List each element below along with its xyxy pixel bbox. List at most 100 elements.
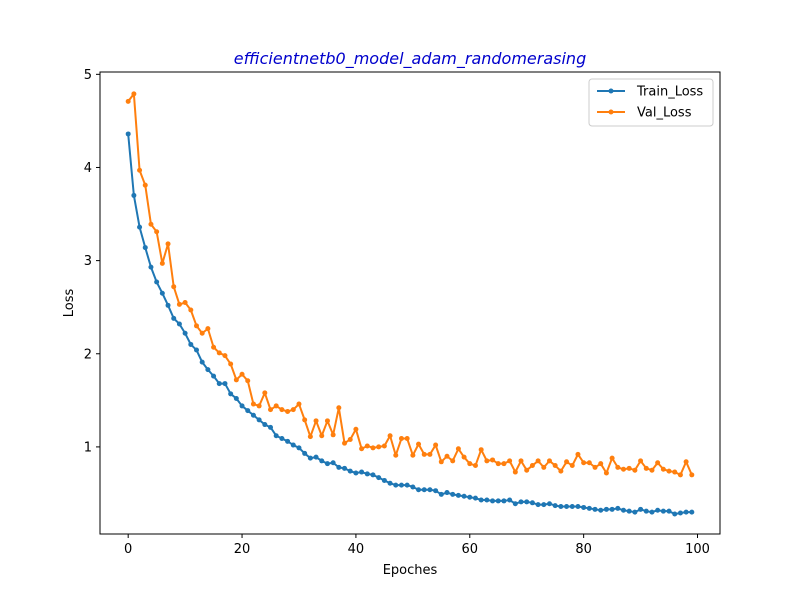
- train-loss-point: [609, 506, 615, 512]
- val-loss-point: [330, 432, 336, 438]
- train-loss-legend-marker: [608, 88, 614, 94]
- y-tick-label: 5: [84, 68, 92, 83]
- val-loss-point: [535, 458, 541, 464]
- train-loss-point: [467, 494, 473, 500]
- val-loss-point: [632, 467, 638, 473]
- train-loss-point: [643, 508, 649, 514]
- val-loss-point: [182, 300, 188, 306]
- train-loss-point: [592, 506, 598, 512]
- x-tick-label: 80: [575, 542, 592, 557]
- val-loss-point: [433, 442, 439, 448]
- val-loss-point: [273, 403, 279, 409]
- val-loss-point: [649, 467, 655, 473]
- val-loss-point: [336, 405, 342, 411]
- train-loss-point: [279, 436, 285, 442]
- train-loss-point: [638, 506, 644, 512]
- val-loss-point: [194, 323, 199, 329]
- val-loss-point: [655, 460, 661, 466]
- y-tick-label: 1: [84, 440, 92, 455]
- val-loss-point: [137, 167, 143, 173]
- train-loss-point: [376, 475, 382, 481]
- val-loss-point: [199, 330, 205, 336]
- val-loss-point: [615, 464, 621, 470]
- x-axis-label: Epoches: [383, 563, 438, 578]
- train-loss-point: [239, 403, 245, 409]
- train-loss-point: [455, 492, 461, 498]
- train-loss-point: [598, 507, 604, 513]
- train-loss-point: [677, 510, 683, 516]
- train-loss-point: [581, 504, 587, 510]
- train-loss-point: [176, 321, 182, 327]
- train-loss-point: [660, 508, 666, 514]
- val-loss-point: [660, 466, 666, 472]
- train-loss-point: [273, 433, 279, 439]
- train-loss-point: [655, 507, 661, 513]
- legend: Train_Loss Val_Loss: [588, 78, 714, 127]
- train-loss-point: [410, 484, 416, 490]
- train-loss-point: [313, 454, 319, 460]
- val-loss-point: [398, 436, 404, 442]
- y-axis-ticks: 1 2 3 4 5: [84, 68, 100, 455]
- val-loss-point: [472, 463, 478, 469]
- val-loss-point: [546, 458, 552, 464]
- val-loss-point: [176, 301, 182, 307]
- val-loss-point: [188, 307, 194, 313]
- train-loss-point: [621, 507, 626, 513]
- train-loss-point: [512, 501, 518, 507]
- val-loss-point: [250, 401, 256, 407]
- train-loss-point: [524, 499, 530, 505]
- val-loss-point: [319, 433, 325, 439]
- train-loss-point: [233, 395, 239, 401]
- val-loss-point: [438, 459, 444, 465]
- train-loss-series-line: [127, 133, 692, 515]
- val-loss-point: [518, 458, 524, 464]
- val-loss-point: [592, 464, 598, 470]
- train-loss-point: [159, 290, 165, 296]
- train-loss-point: [683, 509, 689, 515]
- train-loss-point: [131, 192, 137, 198]
- train-loss-point: [359, 469, 365, 475]
- plot-frame: [99, 71, 721, 535]
- y-tick-label: 4: [84, 161, 92, 176]
- val-loss-point: [490, 457, 496, 463]
- train-loss-point: [472, 495, 478, 501]
- val-loss-point: [501, 461, 507, 467]
- train-loss-point: [245, 408, 251, 414]
- val-loss-point: [575, 451, 581, 457]
- val-loss-point: [484, 458, 490, 464]
- val-loss-point: [410, 452, 416, 458]
- x-tick-label: 20: [234, 542, 251, 557]
- train-loss-point: [518, 499, 524, 505]
- train-loss-point: [564, 504, 570, 510]
- val-loss-legend-marker: [608, 109, 614, 115]
- val-loss-point: [478, 447, 484, 453]
- train-loss-point: [319, 458, 325, 464]
- val-loss-point: [643, 465, 649, 471]
- train-loss-point: [421, 487, 427, 493]
- val-loss-point: [444, 453, 450, 459]
- train-loss-point: [427, 487, 433, 493]
- train-loss-point: [262, 422, 268, 428]
- val-loss-point: [598, 461, 604, 467]
- train-loss-point: [268, 424, 274, 430]
- train-loss-point: [450, 491, 456, 497]
- val-loss-point: [512, 469, 518, 475]
- val-loss-point: [626, 465, 632, 471]
- train-loss-point: [393, 482, 399, 488]
- val-loss-point: [381, 443, 387, 449]
- y-axis-label: Loss: [62, 289, 77, 318]
- val-loss-point: [455, 446, 461, 452]
- y-tick-label: 3: [84, 254, 92, 269]
- val-loss-point: [216, 350, 222, 356]
- val-loss-point: [677, 472, 683, 478]
- train-loss-point: [285, 438, 291, 444]
- val-loss-point: [507, 458, 513, 464]
- val-loss-point: [324, 418, 330, 424]
- val-loss-point: [205, 326, 211, 332]
- val-loss-point: [222, 353, 228, 359]
- train-loss-point: [296, 445, 302, 451]
- train-loss-point: [330, 460, 336, 466]
- val-loss-point: [171, 284, 177, 290]
- val-loss-point: [621, 466, 626, 472]
- train-loss-point: [182, 330, 188, 336]
